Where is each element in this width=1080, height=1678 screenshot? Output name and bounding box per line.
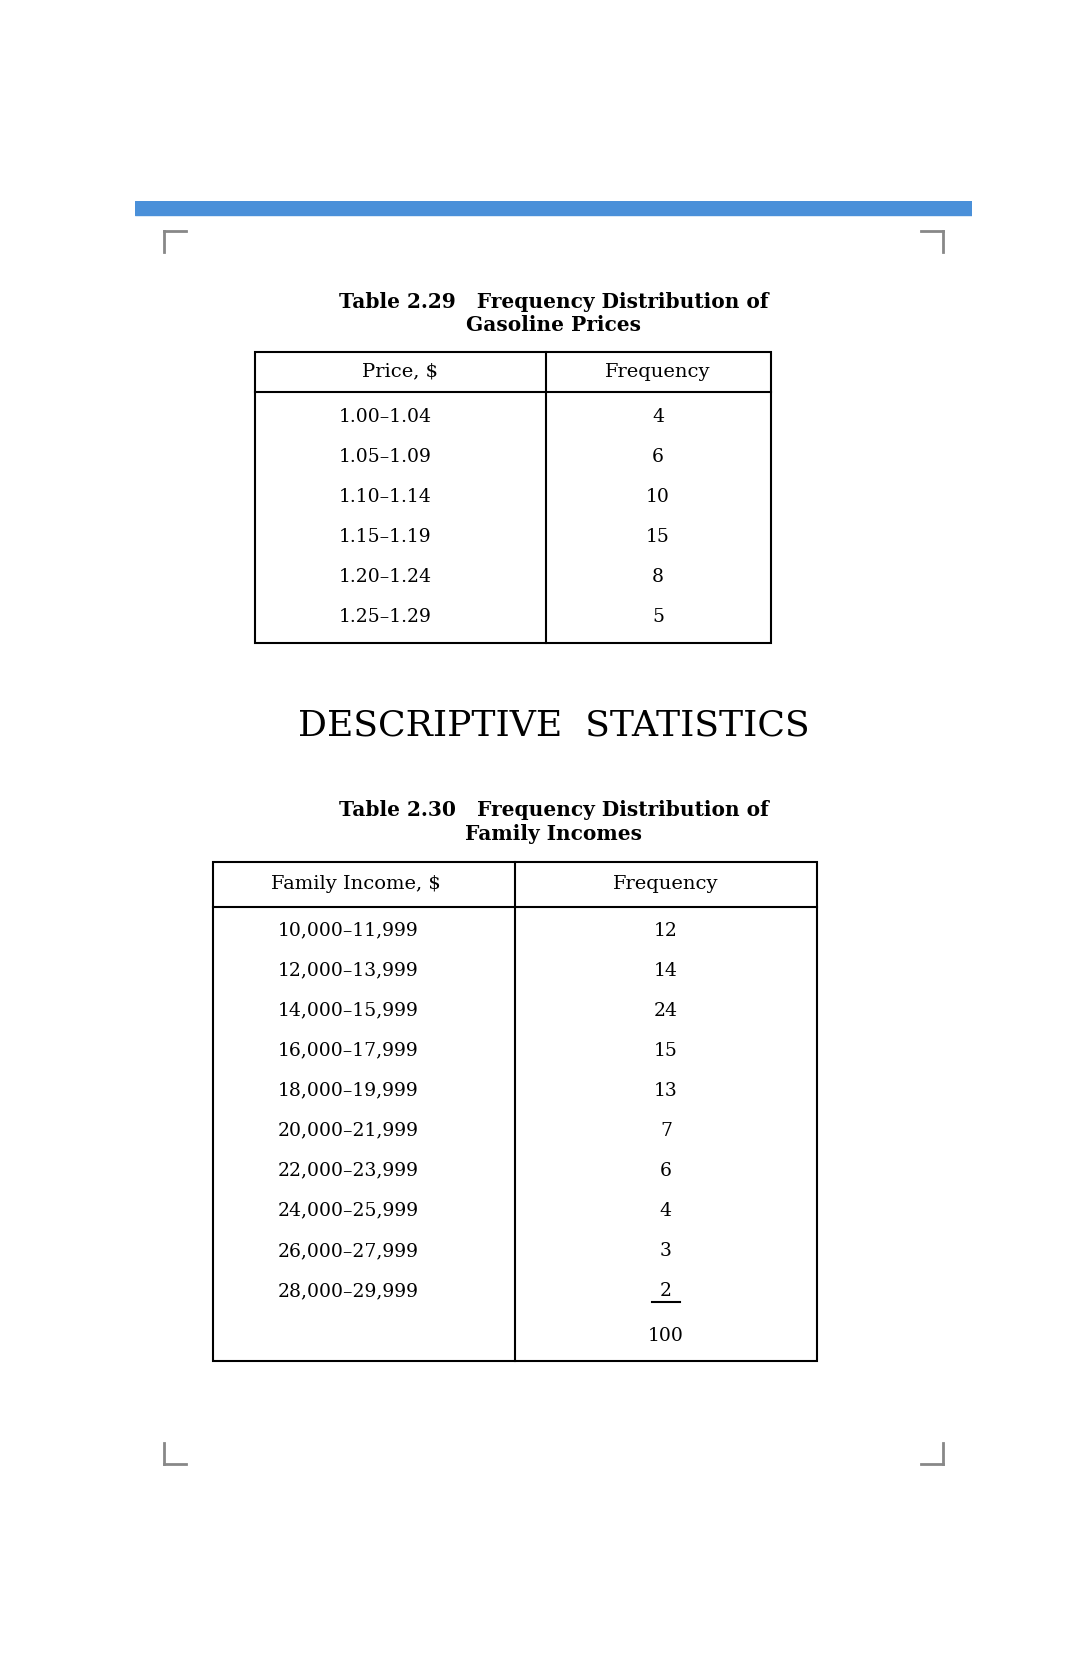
Text: 1.10–1.14: 1.10–1.14	[338, 488, 431, 507]
Text: 100: 100	[648, 1327, 684, 1346]
Text: 12: 12	[653, 921, 678, 940]
Text: 12,000–13,999: 12,000–13,999	[278, 961, 419, 980]
Text: 5: 5	[652, 607, 664, 626]
Bar	[213, 862, 816, 1361]
Text: 10,000–11,999: 10,000–11,999	[278, 921, 419, 940]
Text: 14,000–15,999: 14,000–15,999	[278, 1002, 419, 1020]
Bar	[255, 351, 770, 643]
Text: 1.00–1.04: 1.00–1.04	[338, 408, 431, 426]
Text: Frequency: Frequency	[613, 876, 718, 893]
Text: 7: 7	[660, 1123, 672, 1139]
Text: Family Income, $: Family Income, $	[271, 876, 441, 893]
Text: 4: 4	[652, 408, 664, 426]
Text: 16,000–17,999: 16,000–17,999	[278, 1042, 419, 1060]
Bar	[135, 201, 972, 215]
Text: 18,000–19,999: 18,000–19,999	[278, 1082, 419, 1099]
Text: 3: 3	[660, 1242, 672, 1260]
Text: DESCRIPTIVE  STATISTICS: DESCRIPTIVE STATISTICS	[298, 708, 809, 742]
Text: 2: 2	[660, 1282, 672, 1300]
Text: Table 2.29   Frequency Distribution of: Table 2.29 Frequency Distribution of	[339, 292, 768, 312]
Text: 1.25–1.29: 1.25–1.29	[338, 607, 431, 626]
Text: 14: 14	[653, 961, 678, 980]
Text: 15: 15	[646, 529, 670, 545]
Text: 28,000–29,999: 28,000–29,999	[278, 1282, 419, 1300]
Text: 24,000–25,999: 24,000–25,999	[278, 1201, 419, 1220]
Text: Table 2.30   Frequency Distribution of: Table 2.30 Frequency Distribution of	[339, 800, 768, 821]
Text: 1.20–1.24: 1.20–1.24	[338, 569, 431, 586]
Text: 1.15–1.19: 1.15–1.19	[339, 529, 431, 545]
Text: 20,000–21,999: 20,000–21,999	[278, 1123, 419, 1139]
Text: Price, $: Price, $	[363, 362, 438, 381]
Text: Gasoline Prices: Gasoline Prices	[465, 315, 642, 336]
Text: 26,000–27,999: 26,000–27,999	[278, 1242, 419, 1260]
Text: 24: 24	[653, 1002, 678, 1020]
Text: Frequency: Frequency	[606, 362, 711, 381]
Text: 8: 8	[652, 569, 664, 586]
Text: 22,000–23,999: 22,000–23,999	[278, 1161, 419, 1180]
Text: 10: 10	[646, 488, 670, 507]
Text: 4: 4	[660, 1201, 672, 1220]
Text: Family Incomes: Family Incomes	[465, 824, 642, 844]
Text: 6: 6	[652, 448, 664, 466]
Text: 6: 6	[660, 1161, 672, 1180]
Text: 15: 15	[653, 1042, 678, 1060]
Text: 13: 13	[654, 1082, 678, 1099]
Text: 1.05–1.09: 1.05–1.09	[338, 448, 431, 466]
